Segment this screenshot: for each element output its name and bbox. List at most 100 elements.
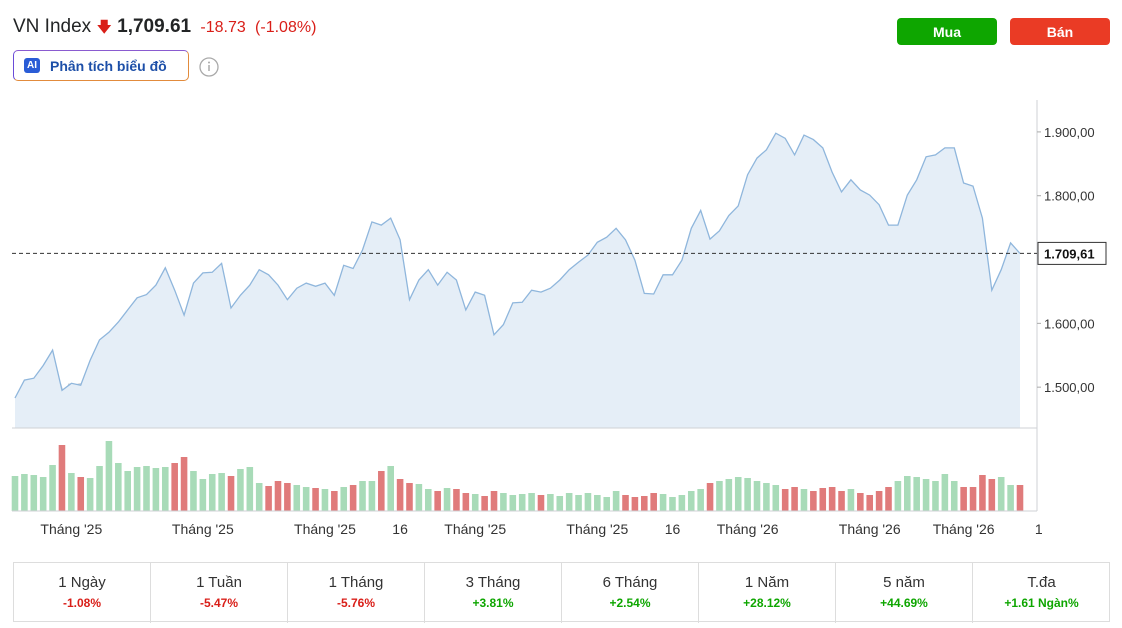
volume-bar: [631, 497, 639, 511]
volume-bar: [969, 487, 977, 511]
volume-bar: [537, 495, 545, 511]
volume-bar: [11, 476, 19, 511]
performance-cell[interactable]: 1 Ngày -1.08%: [14, 563, 151, 623]
ai-button-label: Phân tích biểu đồ: [50, 57, 167, 74]
performance-cell[interactable]: 1 Năm +28.12%: [699, 563, 836, 623]
volume-bar: [359, 481, 366, 511]
period-change: +2.54%: [609, 596, 651, 610]
volume-bar: [387, 466, 394, 511]
volume-bar: [124, 471, 131, 511]
volume-bar: [744, 478, 751, 511]
performance-cell[interactable]: 6 Tháng +2.54%: [562, 563, 699, 623]
volume-bar: [443, 488, 451, 511]
volume-bar: [340, 487, 348, 511]
volume-bar: [349, 485, 357, 511]
volume-bar: [725, 479, 733, 511]
performance-cell[interactable]: 1 Tháng -5.76%: [288, 563, 425, 623]
volume-bar: [819, 488, 827, 511]
change-pct: (-1.08%): [255, 19, 317, 36]
volume-bar: [171, 463, 178, 511]
current-value-box: [1037, 241, 1107, 265]
volume-bar: [988, 479, 996, 511]
volume-bar: [77, 477, 85, 511]
volume-bar: [828, 487, 836, 511]
volume-bar: [547, 494, 554, 511]
volume-bar: [96, 466, 103, 511]
volume-bar: [913, 477, 920, 511]
price: 1,709.61: [117, 16, 192, 37]
volume-bar: [659, 494, 667, 511]
volume-bar: [396, 479, 404, 511]
x-tick-label: 16: [665, 521, 681, 537]
volume-bar: [490, 491, 498, 511]
x-tick-label: Tháng '25: [294, 521, 356, 537]
volume-bar: [669, 497, 676, 511]
volume-bar: [133, 467, 141, 511]
volume-bar: [86, 478, 94, 511]
volume-bar: [331, 491, 338, 511]
x-tick-label: Tháng '26: [717, 521, 779, 537]
x-tick-label: Tháng '26: [933, 521, 995, 537]
period-change: +44.69%: [880, 596, 928, 610]
volume-bar: [265, 486, 272, 511]
change: -18.73: [200, 19, 246, 36]
performance-cell[interactable]: 3 Tháng +3.81%: [425, 563, 562, 623]
period-change: +28.12%: [743, 596, 791, 610]
volume-bar: [312, 488, 319, 511]
x-tick-label: Tháng '25: [444, 521, 506, 537]
ai-button[interactable]: AI Phân tích biểu đồ: [13, 50, 189, 81]
performance-table: 1 Ngày -1.08% 1 Tuần -5.47% 1 Tháng -5.76% 3 T…: [13, 562, 1110, 623]
info-icon[interactable]: [198, 56, 220, 78]
volume-bar: [950, 481, 958, 511]
volume-bar: [1007, 485, 1014, 511]
volume-bar: [58, 445, 66, 511]
volume-bar: [105, 441, 113, 511]
volume-bar: [471, 494, 479, 511]
volume-bar: [641, 496, 648, 511]
ai-badge: AI: [24, 58, 40, 73]
period-change: -5.47%: [199, 596, 239, 610]
period: 1 Năm: [744, 574, 790, 591]
volume-bar: [772, 485, 780, 511]
sell-button[interactable]: Bán: [1010, 18, 1110, 45]
performance-cell[interactable]: 5 năm +44.69%: [836, 563, 973, 623]
volume-bar: [838, 491, 845, 511]
volume-bar: [594, 495, 601, 511]
performance-cell[interactable]: T.đa +1.61 Ngàn%: [973, 563, 1110, 623]
volume-bar: [321, 489, 329, 511]
volume-bar: [857, 493, 864, 511]
volume-bar: [284, 483, 291, 511]
title: VN Index: [13, 16, 92, 37]
volume-bar: [697, 489, 704, 511]
buy-button[interactable]: Mua: [897, 18, 997, 45]
volume-bar: [115, 463, 122, 511]
volume-bar: [199, 479, 207, 511]
period: 1 Ngày: [58, 574, 106, 591]
volume-bar: [894, 481, 902, 511]
volume-bar: [781, 489, 789, 511]
volume-bar: [706, 483, 714, 511]
volume-bar: [500, 493, 507, 511]
volume-bar: [612, 491, 620, 511]
period: 1 Tuần: [196, 574, 242, 591]
period: 5 năm: [883, 574, 925, 591]
price-line: [14, 132, 1021, 399]
y-tick-label: 1.600,00: [1044, 316, 1095, 331]
volume-bar: [518, 494, 526, 511]
volume-bar: [30, 475, 38, 511]
period: 1 Tháng: [328, 574, 384, 591]
volume-bar: [678, 495, 686, 511]
volume-bar: [415, 484, 423, 511]
period-change: +3.81%: [472, 596, 514, 610]
volume-bar: [208, 474, 216, 511]
volume-bar: [21, 474, 28, 511]
volume-bar: [218, 473, 225, 511]
volume-bar: [866, 495, 874, 511]
volume-bar: [997, 477, 1005, 511]
volume-bar: [622, 495, 629, 511]
volume-bar: [763, 483, 770, 511]
volume-bar: [875, 491, 883, 511]
volume-bar: [960, 487, 967, 511]
volume-bar: [274, 481, 282, 511]
performance-cell[interactable]: 1 Tuần -5.47%: [151, 563, 288, 623]
